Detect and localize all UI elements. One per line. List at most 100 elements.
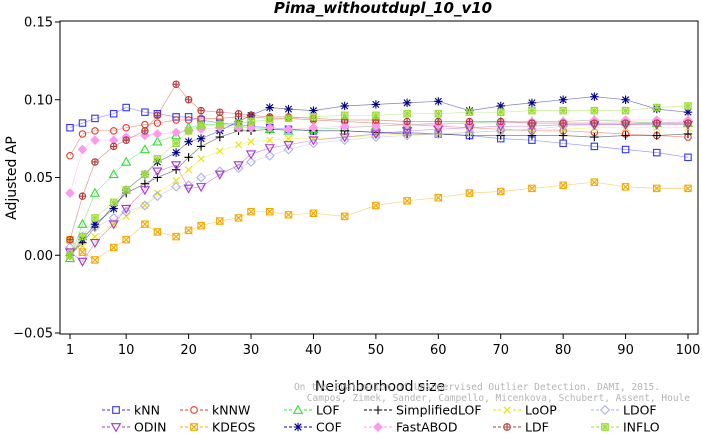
- data-point: [141, 127, 149, 135]
- x-axis-title: Neighborhood size: [315, 379, 445, 395]
- data-point: [78, 232, 87, 241]
- data-point: [171, 127, 181, 138]
- legend-item-cof: COF: [284, 420, 342, 434]
- data-point: [309, 106, 318, 115]
- data-point: [558, 131, 568, 140]
- legend-label: LOF: [316, 403, 340, 418]
- data-point: [109, 127, 118, 135]
- data-point: [590, 142, 599, 151]
- data-point: [284, 211, 293, 219]
- data-point: [371, 121, 381, 131]
- data-point: [245, 150, 257, 160]
- data-point: [653, 184, 661, 193]
- data-point: [683, 129, 693, 139]
- y-axis-title: Adjusted AP: [4, 136, 20, 220]
- data-point: [216, 147, 224, 155]
- data-point: [216, 120, 224, 129]
- data-point: [621, 119, 630, 127]
- data-point: [464, 127, 475, 138]
- data-point: [91, 233, 99, 241]
- data-point: [185, 166, 193, 174]
- data-point: [89, 239, 101, 249]
- data-point: [152, 191, 163, 202]
- data-point: [590, 119, 599, 127]
- series-inflo: [66, 102, 692, 260]
- data-point: [247, 111, 255, 120]
- data-point: [433, 128, 444, 139]
- series-line: [69, 119, 688, 194]
- data-point: [496, 108, 505, 116]
- data-point: [197, 221, 205, 230]
- data-point: [139, 200, 150, 211]
- data-point: [89, 222, 100, 233]
- data-point: [403, 109, 411, 118]
- data-point: [496, 101, 505, 111]
- series-line: [69, 128, 689, 256]
- legend-item-ldf: LDF: [493, 420, 549, 434]
- data-point: [197, 114, 205, 123]
- data-point: [653, 148, 661, 157]
- data-point: [247, 207, 255, 216]
- data-point: [283, 144, 294, 155]
- legend-item-kdeos: KDEOS: [180, 420, 256, 434]
- data-point: [195, 183, 207, 193]
- data-point: [139, 144, 151, 154]
- data-point: [122, 186, 130, 194]
- data-point: [339, 121, 350, 131]
- data-point: [684, 153, 692, 162]
- data-point: [465, 117, 474, 126]
- data-point: [528, 184, 536, 193]
- data-point: [371, 100, 381, 109]
- data-point: [309, 209, 318, 218]
- data-point: [683, 107, 693, 117]
- data-point: [684, 102, 692, 110]
- series-kdeos: [66, 178, 692, 264]
- data-point: [339, 133, 350, 143]
- legend-label: INFLO: [623, 420, 660, 434]
- data-point: [77, 144, 88, 155]
- data-point: [122, 123, 130, 132]
- data-point: [284, 135, 293, 143]
- x-tick-label: 100: [676, 343, 701, 358]
- legend-label: kNNW: [212, 403, 250, 418]
- series-ldf: [66, 80, 692, 244]
- data-point: [78, 119, 87, 127]
- data-point: [434, 109, 443, 118]
- x-axis: 1 10 20 30 40 50 60 70 80 90 100: [66, 334, 701, 358]
- data-point: [152, 136, 163, 146]
- data-point: [196, 134, 206, 143]
- data-point: [141, 108, 149, 116]
- legend-marker: [292, 404, 304, 414]
- series-line: [69, 83, 688, 240]
- data-point: [559, 139, 567, 148]
- data-point: [653, 103, 661, 112]
- data-point: [184, 96, 193, 104]
- data-point: [122, 136, 130, 144]
- series-line: [69, 127, 688, 251]
- data-point: [90, 219, 100, 229]
- data-point: [340, 101, 349, 111]
- data-point: [109, 109, 118, 118]
- legend-marker: [373, 405, 383, 415]
- legend-item-ldof: LDOF: [591, 403, 657, 418]
- legend-marker: [503, 423, 511, 431]
- data-point: [684, 184, 692, 193]
- y-axis: −0.05 0.00 0.05 0.10 0.15: [13, 16, 60, 342]
- legend-marker: [293, 422, 303, 432]
- data-point: [214, 166, 225, 177]
- data-point: [621, 106, 630, 115]
- data-point: [66, 151, 74, 160]
- data-point: [283, 141, 294, 151]
- legend-item-knn: kNN: [102, 403, 160, 418]
- data-point: [559, 181, 567, 190]
- data-point: [91, 214, 99, 222]
- data-point: [183, 184, 194, 194]
- data-point: [284, 104, 293, 114]
- data-point: [264, 122, 275, 133]
- data-point: [184, 127, 193, 135]
- legend-label: KDEOS: [212, 420, 256, 434]
- watermark-line-2: Campos, Zimek, Sander, Campello, Micenko…: [307, 393, 690, 404]
- data-point: [77, 257, 88, 267]
- legend-marker: [112, 406, 120, 414]
- data-point: [108, 212, 119, 223]
